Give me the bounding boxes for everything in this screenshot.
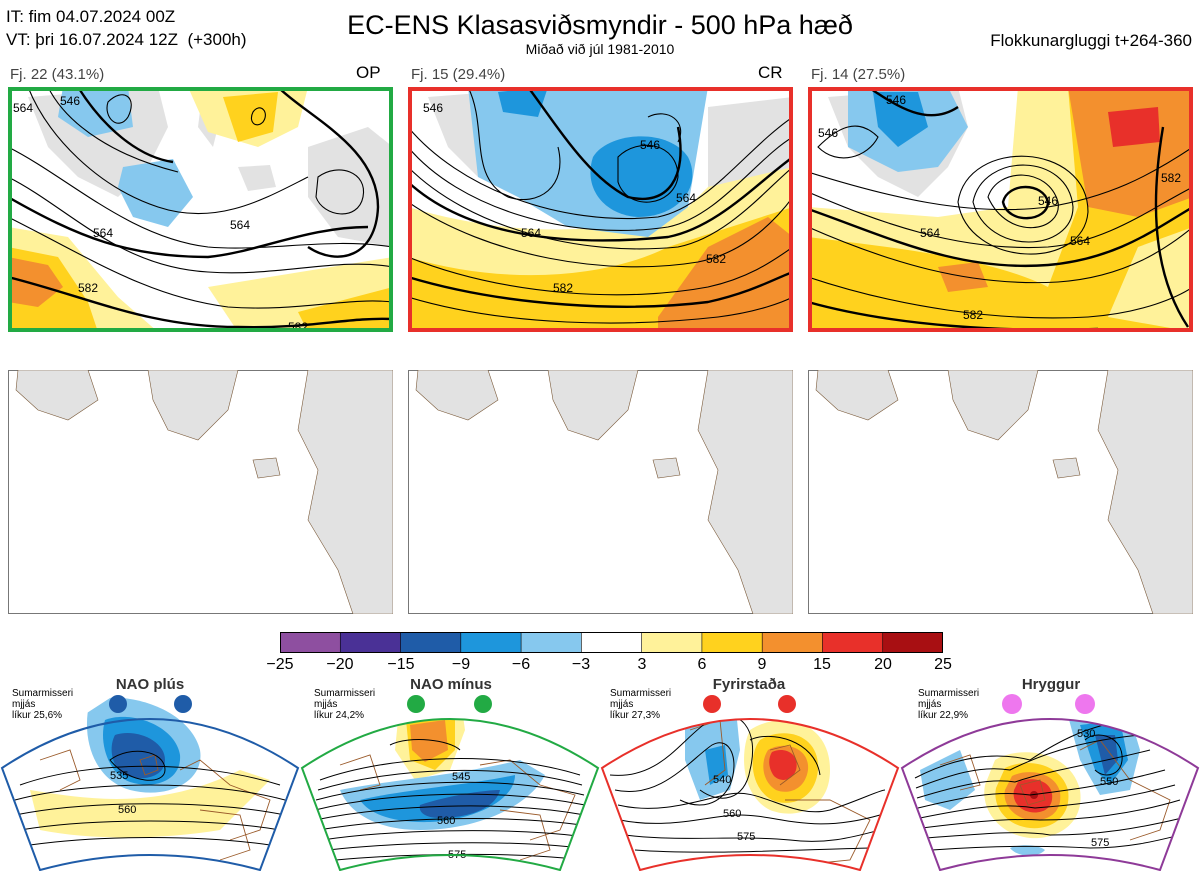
colorbar-tick: −15 [387,656,415,673]
regime-1-dot [174,695,192,713]
regime-1-name: NAO plús [115,676,185,693]
colorbar-cell [520,632,583,653]
contour-label: 546 [640,138,660,152]
regime-2-name: NAO mínus [410,676,492,693]
page-subtitle: Miðað við júl 1981-2010 [525,41,675,57]
regime-1-frame [0,718,300,871]
cluster-2-label: Fj. 15 (29.4%) [411,66,506,83]
colorbar-tick: 3 [637,656,647,673]
cluster-3-map: 546 546 546 564 564 582 582 [808,87,1193,332]
regime-2-info: Sumarmisseri mjjás líkur 24,2% [314,688,376,721]
contour-label: 582 [553,281,573,295]
regime-4-contour-label: 530 [1077,728,1095,740]
colorbar-cell [701,632,763,653]
empty-map-2 [408,370,793,614]
regime-4-info: Sumarmisseri mjjás líkur 22,9% [918,688,980,721]
colorbar-cell [339,632,402,653]
contour-label: 546 [886,93,906,107]
colorbar-cell [460,632,522,653]
regime-2-contour-label: 560 [437,815,455,827]
contour-label: 564 [13,101,33,115]
colorbar-cell [280,632,342,653]
empty-map-1 [8,370,393,614]
regime-3-name: Fyrirstaða [712,676,786,693]
cluster-2-map: 546 546 564 564 582 582 [408,87,793,332]
regime-4-map: 530 550 575 [900,694,1200,871]
cluster-3-label: Fj. 14 (27.5%) [811,66,906,83]
contour-label: 582 [963,308,983,322]
regime-1-map: 535 560 [0,695,300,871]
contour-label: 546 [60,94,80,108]
contour-label: 564 [676,191,696,205]
contour-label: 564 [920,226,940,240]
cluster-1-tag: OP [356,63,381,82]
regime-2-dot [407,695,425,713]
regime-3-dot [703,695,721,713]
colorbar-tick: −9 [451,656,471,673]
regime-2-frame [300,718,600,871]
colorbar-cell [822,632,884,653]
cluster-1-map: 564 564 582 564 546 582 [8,87,393,332]
contour-label: 582 [78,281,98,295]
regime-2-contour-label: 545 [452,771,470,783]
regime-1-contour-label: 560 [118,804,136,816]
colorbar-tick: 25 [934,656,952,673]
regime-4-name: Hryggur [1021,676,1081,693]
cluster-1-label: Fj. 22 (43.1%) [10,66,105,83]
page-title: EC-ENS Klasasviðsmyndir - 500 hPa hæð [347,10,853,40]
regime-4-contour-label: 550 [1100,776,1118,788]
regime-2-map: 545 560 575 [300,695,600,871]
colorbar-tick: −3 [571,656,591,673]
contour-label: 546 [423,101,443,115]
cluster-2-frame [408,87,793,332]
colorbar-tick: 6 [697,656,707,673]
colorbar-cell [400,632,462,653]
regime-4-dot [1075,694,1095,714]
regime-3-info: Sumarmisseri mjjás líkur 27,3% [610,688,672,721]
regime-4-dot [1002,694,1022,714]
colorbar-tick: −25 [266,656,294,673]
empty-map-3 [808,370,1193,614]
colorbar-tick: 15 [813,656,831,673]
classification-window: Flokkunargluggi t+264-360 [990,31,1192,50]
colorbar-cell [641,632,703,653]
colorbar-tick: 9 [757,656,767,673]
regime-3-contour-label: 540 [713,774,731,786]
regime-2-dot [474,695,492,713]
init-time: IT: fim 04.07.2024 00Z [6,7,176,26]
colorbar-tick: −20 [326,656,354,673]
contour-label: 582 [1161,171,1181,185]
regime-3-map: 540 560 575 [600,695,900,871]
anomaly-colorbar [280,632,943,653]
contour-label: 564 [1070,234,1090,248]
colorbar-cell [882,632,943,653]
colorbar-tick: 20 [874,656,892,673]
regime-3-frame [600,718,900,871]
contour-label: 582 [706,252,726,266]
cluster-3-frame [808,87,1193,332]
contour-label: 564 [521,226,541,240]
contour-label: 564 [93,226,113,240]
colorbar-cell [761,632,824,653]
contour-label: 564 [230,218,250,232]
valid-time: VT: þri 16.07.2024 12Z (+300h) [6,30,247,49]
regime-4-contour-label: 575 [1091,837,1109,849]
cluster-2-tag: CR [758,63,783,82]
regime-3-contour-label: 560 [723,808,741,820]
regime-1-contour-label: 535 [110,770,128,782]
regime-3-contour-label: 575 [737,831,755,843]
regime-4-frame [900,718,1200,871]
colorbar-cell [581,632,643,653]
regime-3-dot [778,695,796,713]
cluster-1-frame [8,87,393,332]
regime-1-dot [109,695,127,713]
colorbar-tick: −6 [511,656,531,673]
contour-label: 546 [1038,194,1058,208]
contour-label: 546 [818,126,838,140]
regime-1-info: Sumarmisseri mjjás líkur 25,6% [12,688,74,721]
